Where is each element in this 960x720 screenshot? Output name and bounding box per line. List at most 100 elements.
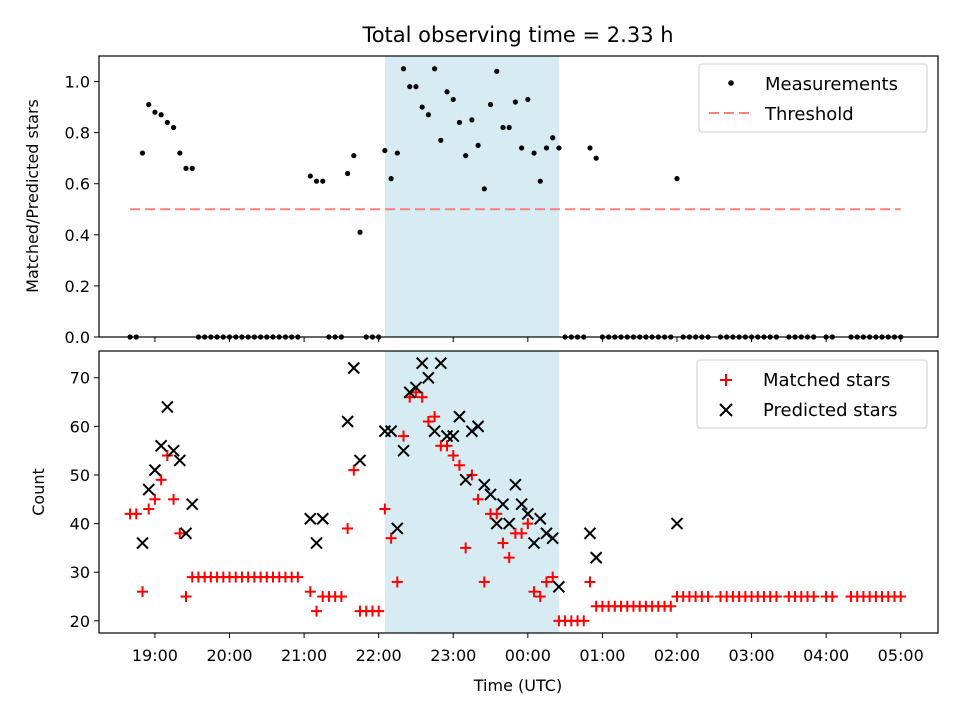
top-y-tick-label: 0.4 [65,226,90,245]
matched-star-point [174,527,186,539]
matched-star-point [385,532,397,544]
predicted-star-point [422,371,435,384]
matched-star-point [155,474,167,486]
predicted-star-point [397,444,410,457]
measurement-point [407,84,413,90]
measurement-point [463,153,469,159]
measurement-point [481,186,487,192]
predicted-star-point [148,463,162,477]
top-y-tick-label: 1.0 [65,73,90,92]
measurement-point [531,150,537,156]
predicted-star-point [384,425,398,438]
bottom-x-tick-label: 21:00 [281,646,327,665]
measurement-point [158,112,164,118]
predicted-star-point [391,522,404,535]
matched-star-point [528,586,540,598]
top-x-ticks [154,337,902,342]
predicted-star-point [173,454,186,467]
measurement-point [400,66,407,72]
legend-predicted-marker [719,403,733,417]
measurement-point [152,109,158,115]
matched-star-point [292,571,304,583]
predicted-star-point [478,478,491,491]
matched-star-point [460,542,472,554]
measurement-point [313,178,320,184]
bottom-y-tick-label: 50 [70,466,90,485]
matched-star-point [491,508,503,520]
matched-star-point [373,605,385,617]
predicted-star-point [515,497,528,511]
bottom-points-layer [124,356,907,627]
measurement-point [438,137,444,143]
matched-star-point [522,518,534,530]
bottom-x-tick-label: 03:00 [729,646,775,665]
predicted-star-point [527,536,541,550]
predicted-star-point [167,444,180,457]
matched-star-point [503,552,515,564]
bottom-x-tick-label: 22:00 [356,646,402,665]
top-y-tick-label: 0.6 [65,175,90,194]
bottom-y-tick-label: 30 [70,563,90,582]
predicted-star-point [521,507,535,521]
measurement-point [475,142,481,149]
top-legend-box [698,63,928,133]
bottom-x-tick-label: 20:00 [206,646,252,665]
matched-star-point [149,493,161,505]
measurement-point [164,119,170,126]
measurement-point [494,68,500,74]
matched-star-point [161,450,173,462]
measurement-point [587,145,593,151]
measurement-point [425,112,431,118]
matched-star-point [516,527,528,539]
legend-predicted-label: Predicted stars [763,400,897,421]
bottom-x-tick-label: 19:00 [132,646,178,665]
measurement-point [512,99,518,105]
predicted-star-point [142,483,155,496]
top-legend: Measurements Threshold [698,63,928,133]
matched-star-point [416,391,428,403]
bottom-y-tick-label: 60 [70,417,90,436]
chart-title: Total observing time = 2.33 h [361,23,673,47]
measurement-point [487,101,494,108]
predicted-star-point [670,517,684,530]
predicted-star-point [136,536,149,550]
predicted-star-point [583,527,597,540]
matched-star-point [391,576,403,588]
legend-measurements-marker [728,80,734,86]
matched-star-point [137,586,149,598]
measurement-point [550,135,556,141]
bottom-y-tick-label: 40 [70,515,90,534]
measurement-point [413,84,419,90]
matched-star-point [335,591,347,603]
top-points-layer [127,66,904,340]
top-y-tick-label: 0.2 [65,277,90,296]
bottom-x-tick-label: 01:00 [579,646,625,665]
predicted-star-point [186,497,199,511]
matched-star-point [534,591,546,603]
bottom-legend-box [696,359,928,429]
measurement-point [139,150,146,156]
measurement-point [357,229,363,235]
measurement-point [344,170,351,177]
legend-threshold-label: Threshold [764,104,854,125]
measurement-point [593,155,599,161]
matched-star-point [304,586,316,598]
matched-star-point [540,576,552,588]
bottom-y-label: Count [29,468,48,516]
matched-star-point [143,503,155,515]
top-axes-frame [98,55,939,338]
measurement-point [189,165,195,171]
matched-star-point [472,493,484,505]
measurement-point [543,145,550,151]
predicted-star-point [310,536,323,550]
matched-star-point [441,440,453,452]
measurement-point [170,124,177,131]
predicted-star-point [304,512,317,525]
measurement-point [382,147,388,154]
measurement-point [351,153,357,159]
predicted-star-point [447,429,460,443]
predicted-star-point [316,512,329,525]
matched-star-point [168,493,180,505]
predicted-star-point [161,400,174,414]
